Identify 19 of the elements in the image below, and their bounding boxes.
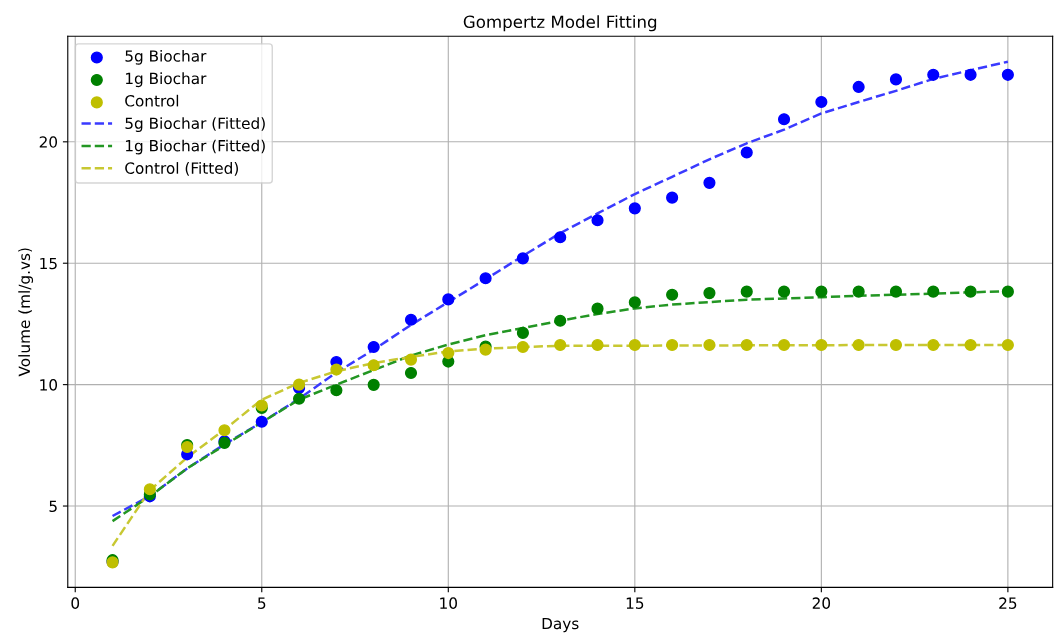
x-axis-title: Days xyxy=(542,617,579,633)
y-tick-label: 5 xyxy=(49,500,57,513)
legend-label: 1g Biochar xyxy=(125,72,207,88)
x-tick-label: 5 xyxy=(258,597,266,609)
x-tick-label: 20 xyxy=(812,597,831,609)
y-tick-label: 20 xyxy=(39,136,58,148)
legend-label: 1g Biochar (Fitted) xyxy=(125,139,265,155)
x-tick-label: 15 xyxy=(626,597,644,609)
legend-label: 5g Biochar (Fitted) xyxy=(125,117,265,133)
legend-label: Control xyxy=(125,94,179,107)
x-tick-label: 0 xyxy=(71,597,80,609)
y-tick-label: 15 xyxy=(40,257,57,270)
x-tick-label: 10 xyxy=(440,597,457,609)
legend-label: 5g Biochar xyxy=(125,49,207,65)
chart-title: Gompertz Model Fitting xyxy=(463,15,657,32)
x-tick-label: 25 xyxy=(999,597,1017,609)
legend-label: Control (Fitted) xyxy=(125,162,238,176)
y-tick-label: 10 xyxy=(40,379,58,391)
y-axis-title: Volume (ml/g.vs) xyxy=(18,248,34,377)
